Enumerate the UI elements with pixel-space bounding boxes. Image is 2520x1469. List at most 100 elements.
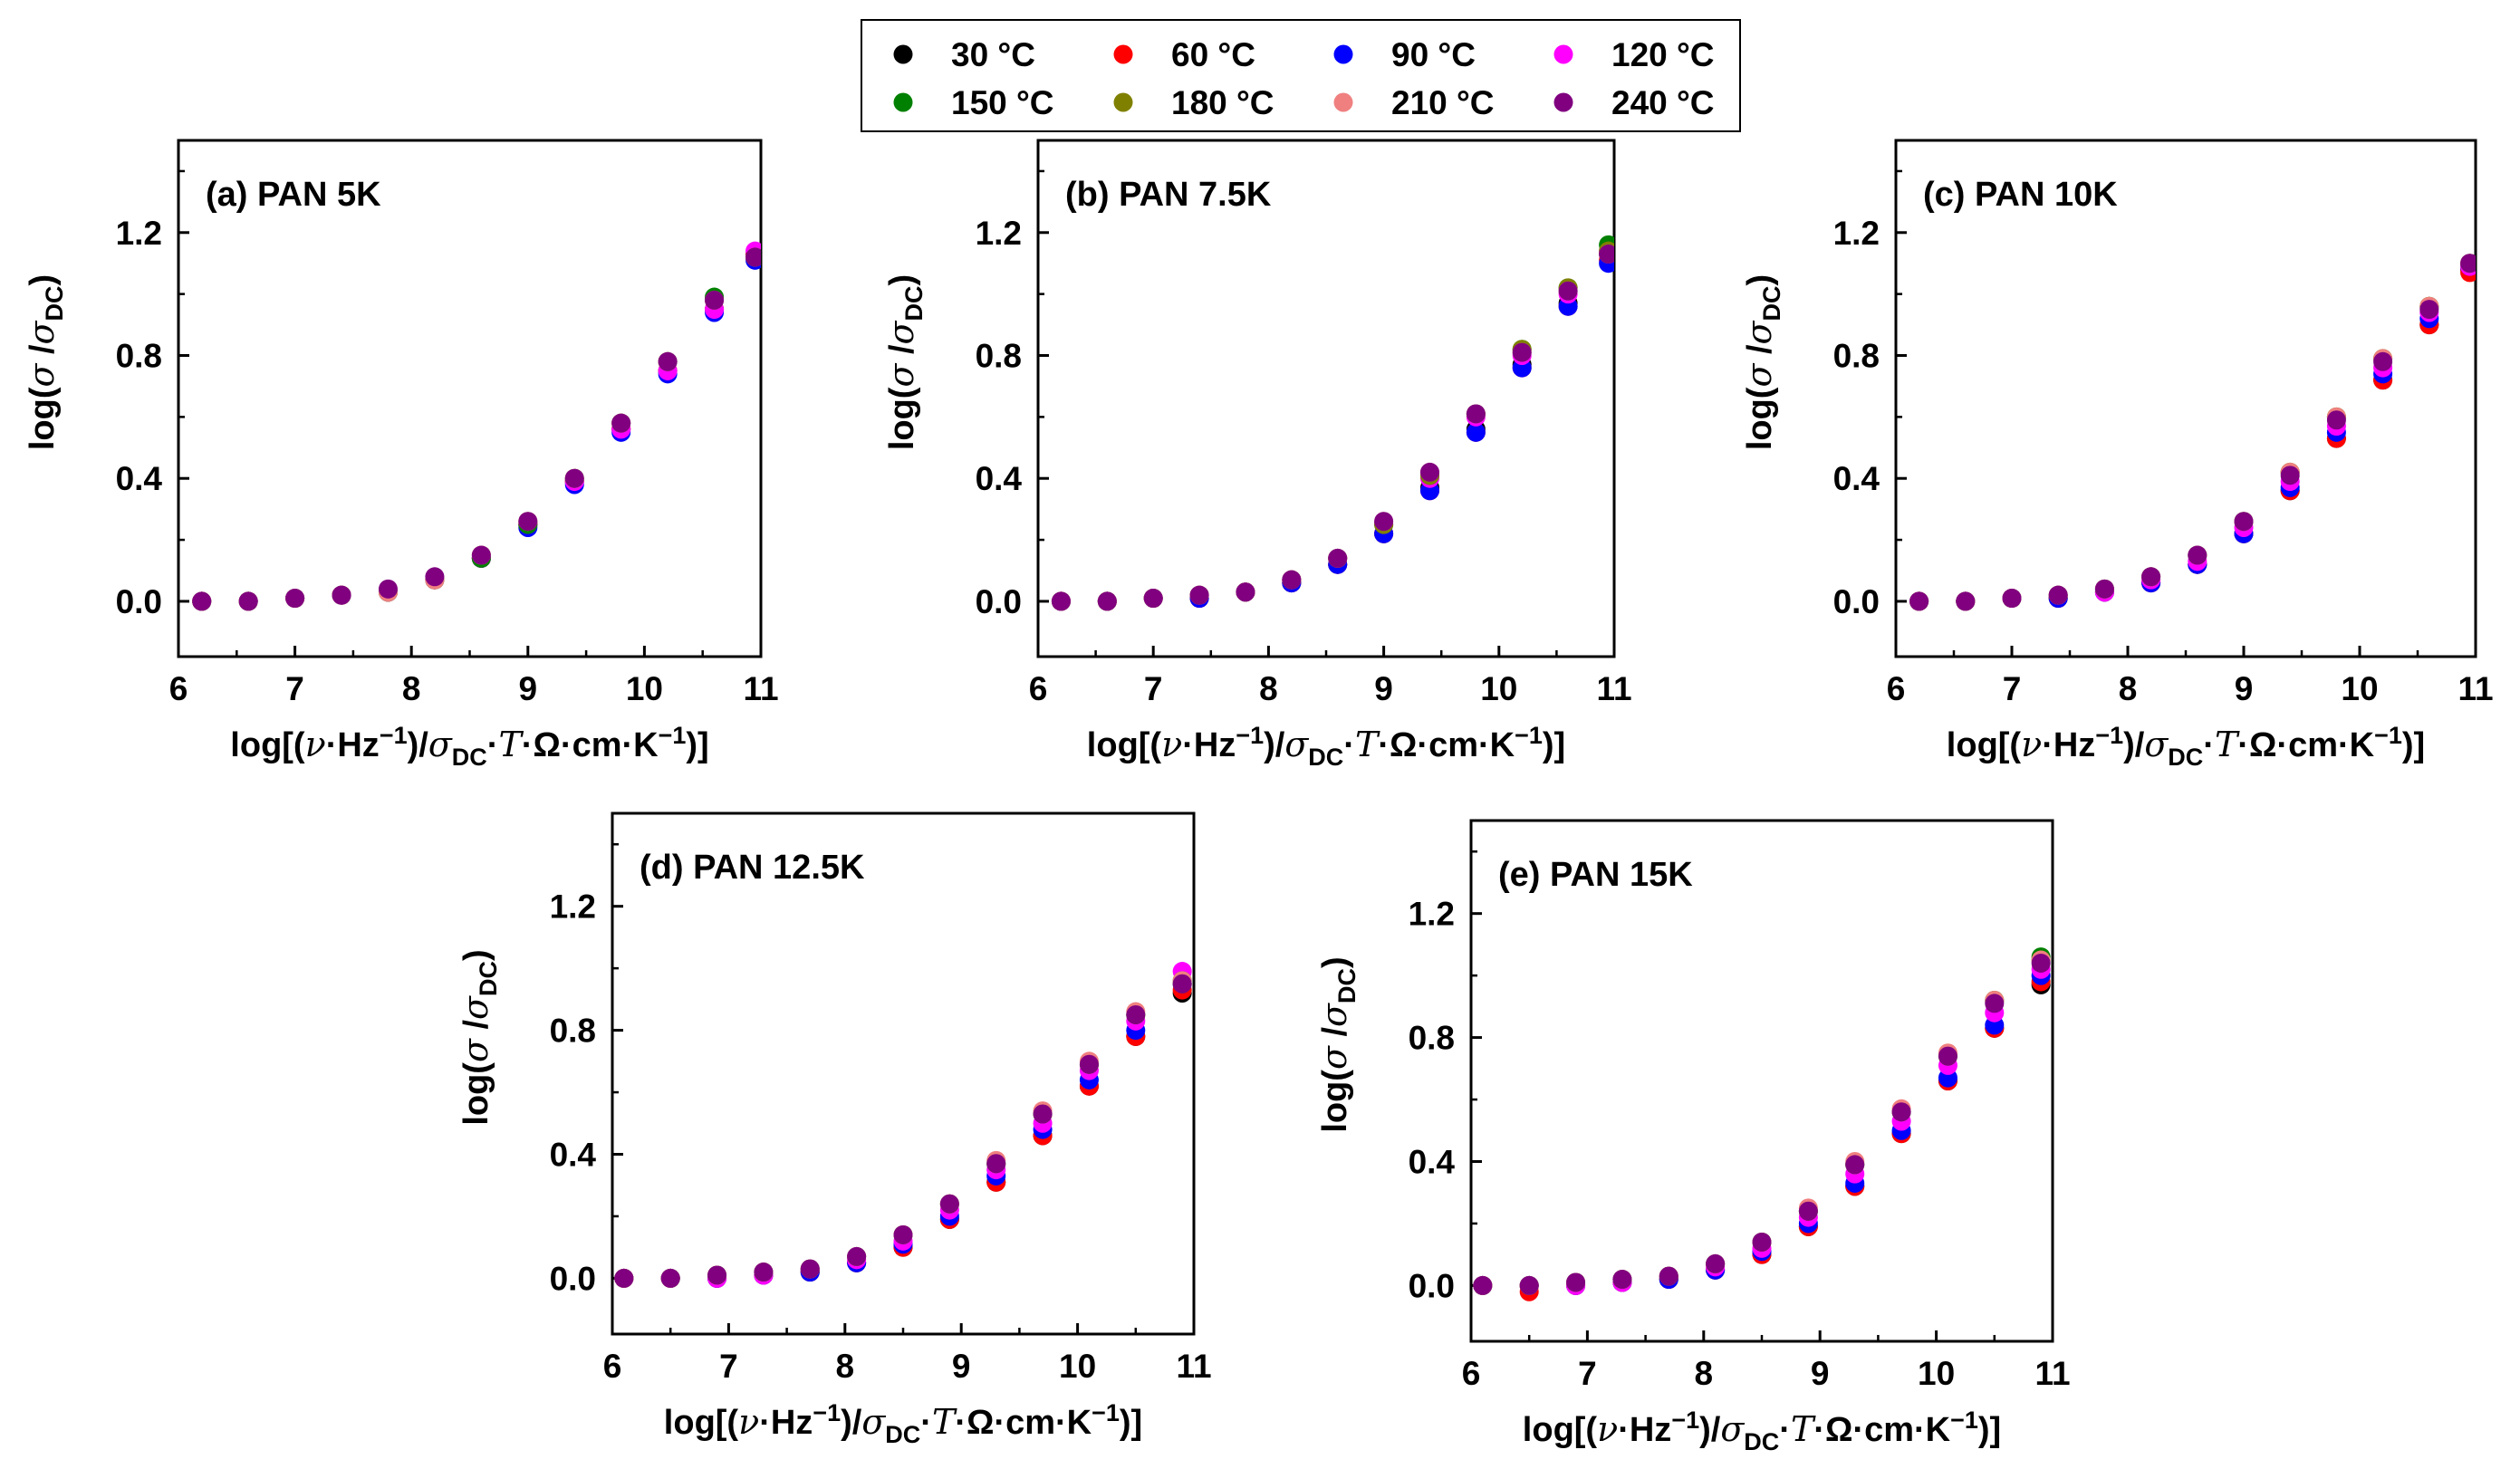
data-point [1466, 422, 1486, 442]
x-tick-label: 8 [2119, 670, 2138, 707]
axis-title-part: ·Hz [1182, 726, 1236, 764]
x-tick-label: 10 [1480, 670, 1517, 707]
axis-title-part: −1 [2095, 722, 2123, 749]
y-tick-label: 0.8 [1409, 1020, 1455, 1057]
axis-title-part: σ [428, 725, 453, 764]
data-point [564, 468, 584, 488]
y-tick-label: 0.4 [1833, 460, 1880, 497]
axis-title-part: log[( [1523, 1411, 1598, 1449]
axis-title-part: )/ [1699, 1411, 1721, 1449]
y-axis-title: log(σ /σDC) [881, 274, 928, 450]
legend-marker [1553, 92, 1573, 112]
data-point [847, 1246, 867, 1266]
legend-entry: 240 °C [1553, 84, 1715, 121]
axis-title-part: −1 [659, 722, 687, 749]
axis-title-part: σ [22, 320, 62, 344]
data-point [425, 567, 445, 587]
data-point [2141, 567, 2161, 587]
axis-title-part: )] [1120, 1404, 1142, 1442]
y-tick-label: 0.8 [976, 338, 1022, 375]
x-tick-label: 7 [719, 1348, 738, 1385]
data-point [2188, 545, 2207, 565]
panel-title: (c) PAN 10K [1923, 176, 2118, 214]
data-point [2048, 585, 2068, 605]
data-point [1558, 281, 1578, 301]
data-point [332, 585, 351, 605]
axis-title-part: ·Hz [759, 1404, 813, 1442]
y-tick-label: 1.2 [116, 215, 162, 252]
data-point [1033, 1104, 1053, 1124]
axis-title-part: σ [1284, 725, 1309, 764]
series-240C [1909, 254, 2476, 611]
data-points [1909, 254, 2476, 611]
data-point [1519, 1275, 1539, 1295]
data-point [1143, 589, 1163, 609]
axis-title-part: ·Ω·cm·K [1813, 1411, 1950, 1449]
x-tick-label: 11 [2457, 670, 2493, 707]
data-point [2460, 254, 2476, 274]
data-point [1236, 582, 1255, 602]
data-point [1189, 585, 1209, 605]
axis-title-part: σ [1314, 1003, 1354, 1027]
data-point [707, 1265, 727, 1285]
axis-title-part: · [487, 726, 499, 764]
axis-title-part: · [920, 1404, 932, 1442]
axis-title-part: log[( [1087, 726, 1162, 764]
data-point [285, 589, 305, 609]
axis-title-part: ν [1161, 725, 1182, 764]
panel-title: (d) PAN 12.5K [640, 849, 865, 887]
axis-title-part: ν [305, 725, 326, 764]
axis-title-part: −1 [1671, 1407, 1699, 1434]
axis-title-part: DC [2168, 744, 2203, 771]
data-point [1051, 591, 1071, 611]
legend-label: 180 °C [1171, 84, 1274, 121]
axis-title-part: ) [24, 274, 62, 286]
data-point [471, 545, 491, 565]
data-point [1909, 591, 1929, 611]
axis-title-part: T [1791, 1409, 1816, 1449]
axis-title-part: )/ [841, 1404, 862, 1442]
legend-label: 150 °C [951, 84, 1054, 121]
axis-title-part: )] [2402, 726, 2425, 764]
y-tick-label: 1.2 [976, 215, 1022, 252]
series-240C [1051, 245, 1614, 611]
axis-title-part: T [498, 725, 524, 764]
axis-title-part: DC [1758, 285, 1785, 321]
legend-marker [1333, 44, 1353, 64]
axis-title-part: −1 [1515, 722, 1543, 749]
data-point [611, 413, 631, 433]
panel-title: (e) PAN 15K [1498, 856, 1693, 894]
x-axis-title: log[(ν·Hz−1)/σDC·T·Ω·cm·K−1)] [230, 722, 708, 771]
axis-title-part: σ [861, 1402, 886, 1442]
data-point [745, 247, 761, 267]
legend: 30 °C 60 °C 90 °C 120 °C 150 °C 180 °C 210 °C 2… [861, 19, 1741, 132]
data-point [2373, 351, 2393, 371]
y-tick-label: 0.0 [1833, 583, 1880, 620]
axis-title-part: DC [900, 285, 928, 321]
x-tick-label: 10 [1059, 1348, 1096, 1385]
axis-title-part: DC [475, 961, 502, 996]
axis-title-part: )] [1543, 726, 1565, 764]
series-240C [1473, 953, 2051, 1295]
plot-frame [1036, 139, 1616, 658]
data-point [660, 1268, 680, 1288]
axis-title-part: / [457, 1020, 495, 1040]
axis-title-part: ·Hz [2042, 726, 2095, 764]
axis-title-part: σ [1739, 320, 1779, 344]
x-tick-label: 10 [2341, 670, 2378, 707]
legend-label: 240 °C [1611, 84, 1715, 121]
data-points [192, 241, 761, 611]
axis-title-part: ·Hz [1618, 1411, 1671, 1449]
x-axis-title: log[(ν·Hz−1)/σDC·T·Ω·cm·K−1)] [1087, 722, 1565, 771]
legend-box [861, 19, 1741, 132]
x-tick-label: 8 [1695, 1355, 1714, 1392]
y-tick-label: 1.2 [550, 888, 596, 926]
x-axis-title: log[(ν·Hz−1)/σDC·T·Ω·cm·K−1)] [1947, 722, 2425, 771]
y-tick-label: 0.4 [116, 460, 163, 497]
x-tick-label: 7 [1144, 670, 1163, 707]
data-point [2280, 466, 2300, 485]
legend-marker [1113, 92, 1133, 112]
